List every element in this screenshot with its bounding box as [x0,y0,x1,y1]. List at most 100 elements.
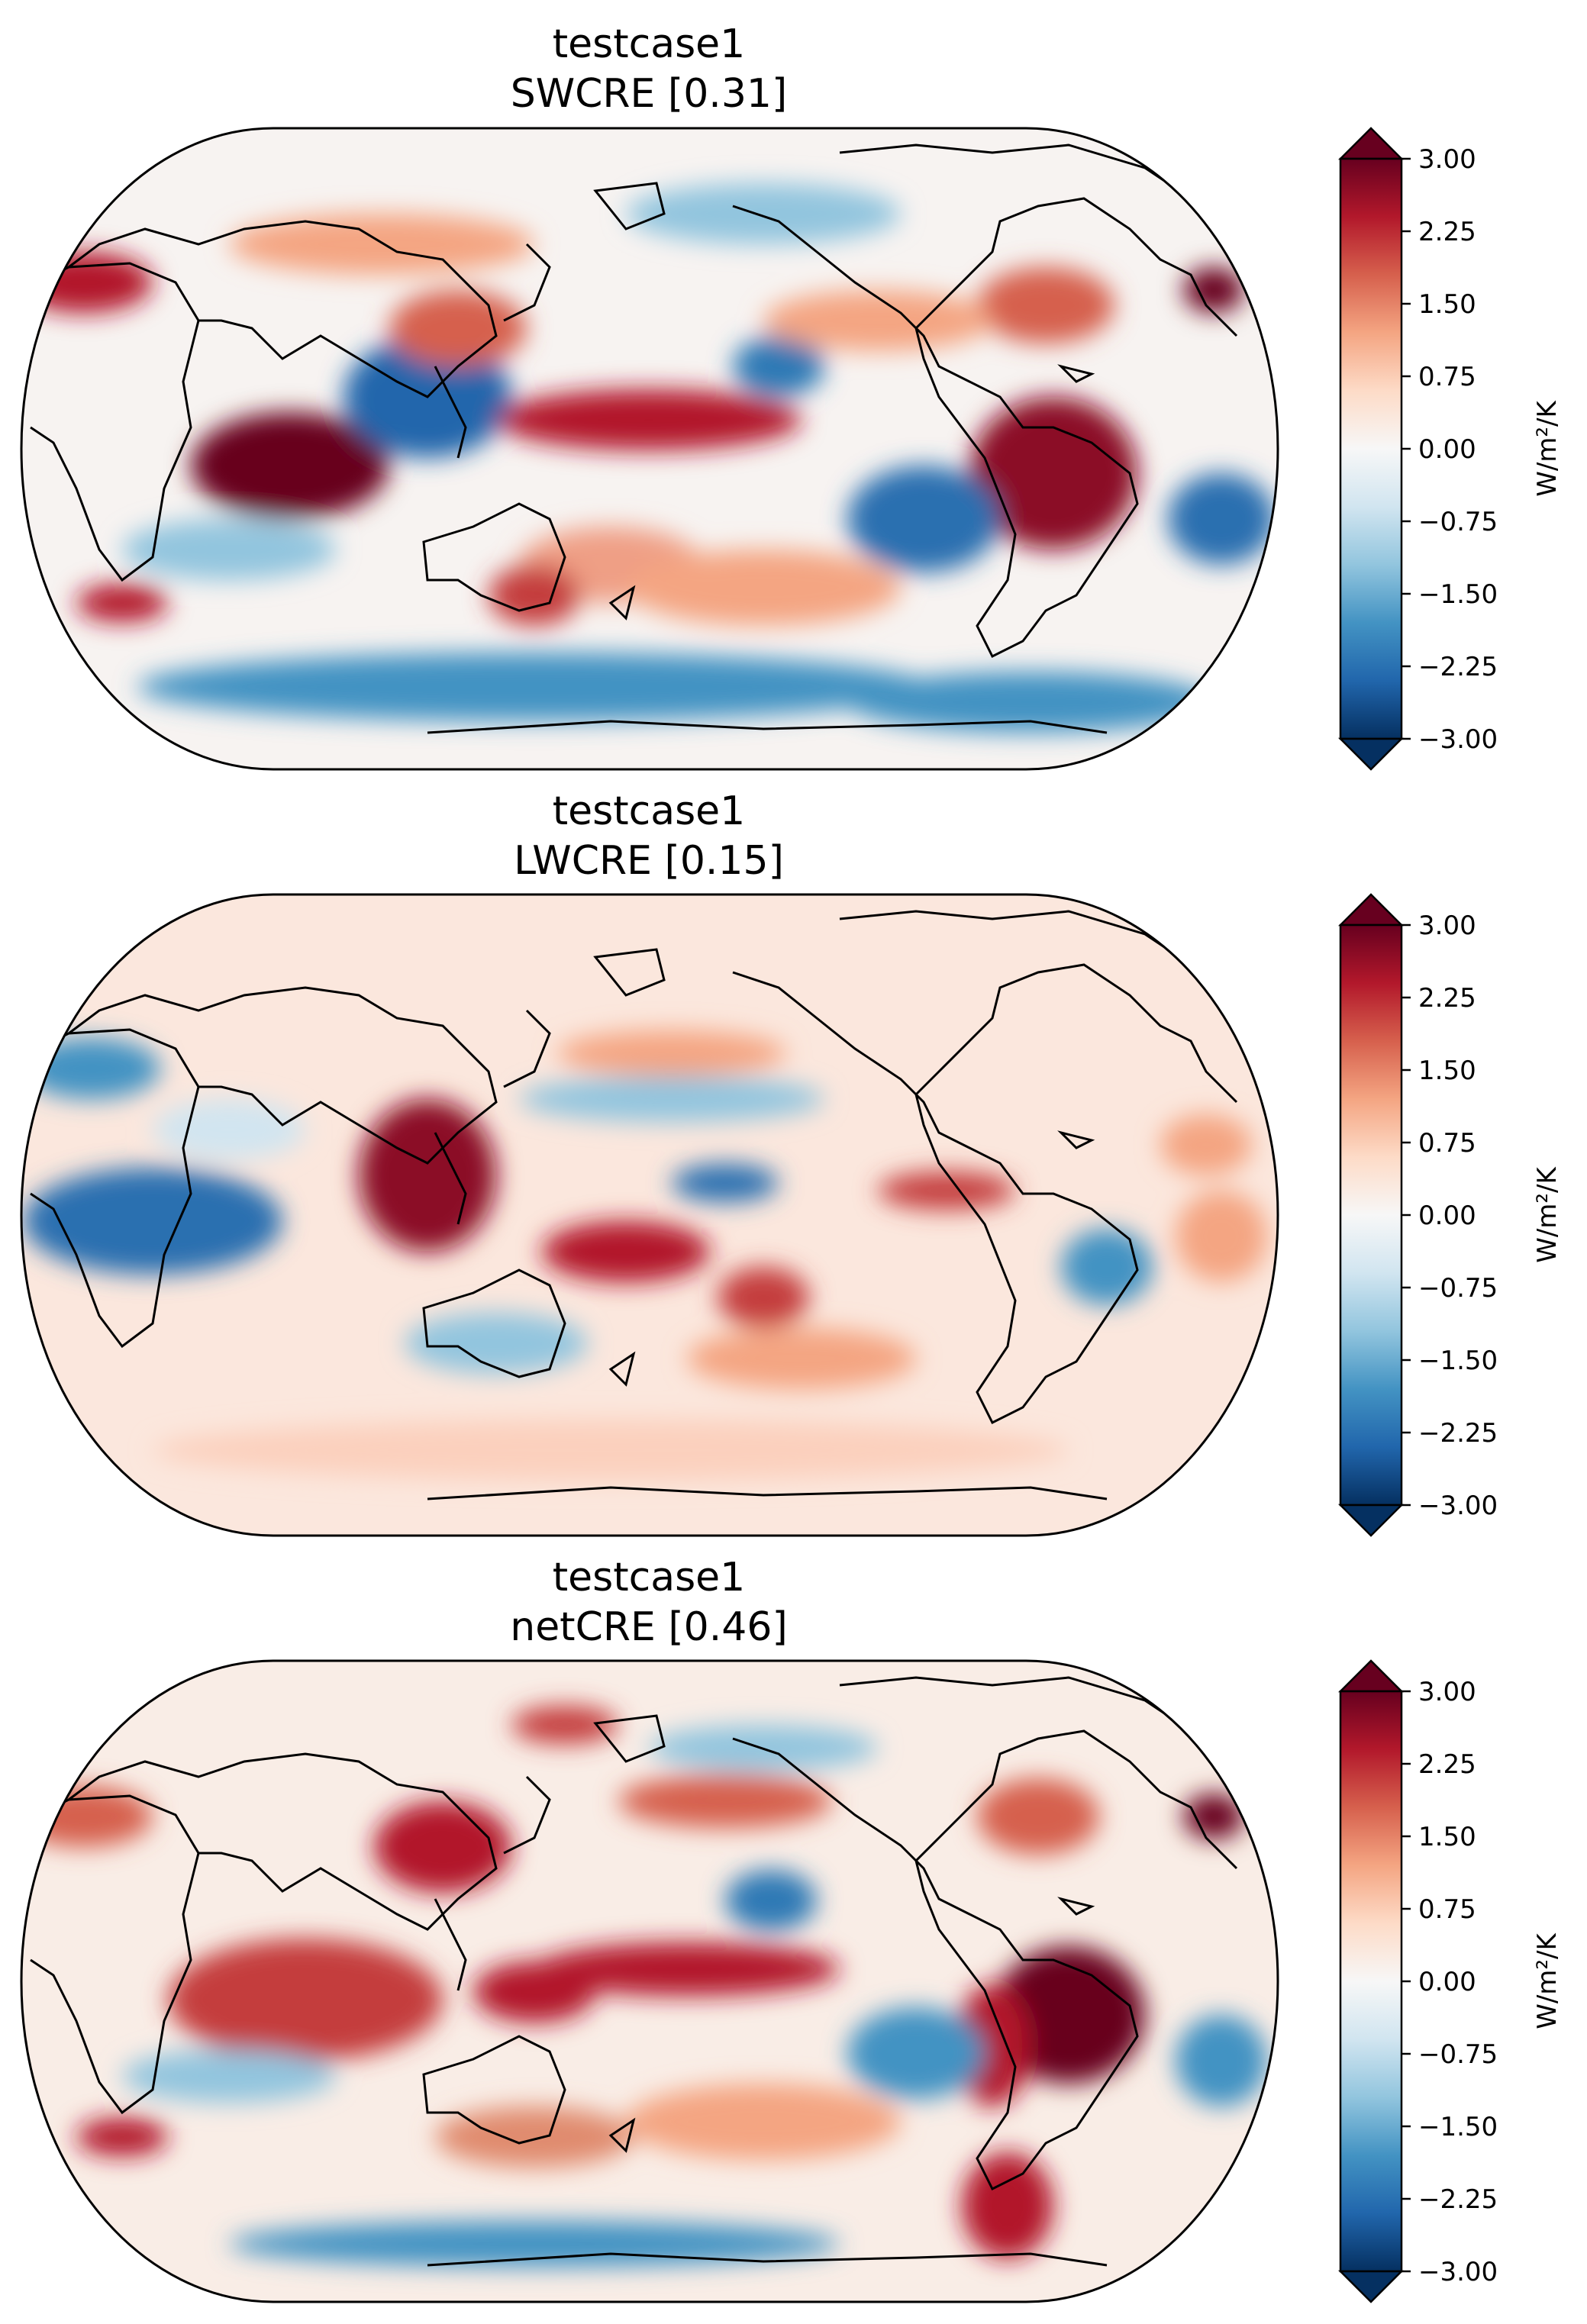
colorbar-tick-label: 1.50 [1418,289,1476,320]
panel-netcre: testcase1 netCRE [0.46] [20,1555,1563,2303]
anomaly-blob [1183,1794,1244,1839]
anomaly-blob [733,336,824,397]
colorbar-tick-label: 3.00 [1418,144,1476,175]
map-frame [20,893,1279,1537]
anomaly-blob [557,1030,786,1076]
colorbar-extend-bottom [1337,1504,1405,1537]
anomaly-blob [489,565,580,626]
colorbar-tick-label: −1.50 [1418,579,1498,610]
map-area [21,128,1278,769]
anomaly-blob [137,653,931,721]
anomaly-blob [878,1172,1015,1210]
coastlines [22,1676,1238,2267]
colorbar-tick-label: −1.50 [1418,1346,1498,1376]
colorbar: 3.00 2.25 1.50 0.75 0.00 −0.75 −1.50 −2.… [1337,893,1563,1537]
colorbar-tick-label: 2.25 [1418,217,1476,247]
colorbar-tick-label: −2.25 [1418,652,1498,682]
map-area [21,894,1278,1536]
anomaly-blob [359,1099,496,1252]
panel-swcre: testcase1 SWCRE [0.31] [20,21,1563,771]
colorbar-tick-label: −3.00 [1418,1491,1498,1521]
anomaly-blob [435,2106,634,2168]
panel-title-line1: testcase1 [553,21,745,67]
anomaly-blob [23,1168,282,1275]
anomaly-blob [1176,2015,1267,2106]
anomaly-blob [23,1038,160,1099]
anomaly-blob [626,2084,901,2160]
anomaly-blob [672,1164,779,1202]
colorbar-tick-label: 0.75 [1418,1128,1476,1159]
colorbar-extend-bottom [1337,2270,1405,2303]
colorbar-tick-label: 1.50 [1418,1056,1476,1086]
anomaly-blob [405,1313,588,1374]
anomaly-blob [153,1420,1069,1481]
colorbar-tick-label: −1.50 [1418,2112,1498,2142]
anomaly-blob [1160,1114,1252,1175]
colorbar-tick-label: −0.75 [1418,1273,1498,1304]
colorbar-tick-labels: 3.00 2.25 1.50 0.75 0.00 −0.75 −1.50 −2.… [1402,144,1498,755]
panel-title-line1: testcase1 [553,1555,745,1600]
anomaly-blob [76,2118,168,2156]
anomaly-blob [687,1328,916,1389]
colorbar-body [1339,157,1403,740]
colorbar-tick-label: −2.25 [1418,2184,1498,2215]
colorbar-tick-label: −3.00 [1418,2257,1498,2287]
panel-title-line2: LWCRE [0.15] [514,838,784,884]
anomaly-blob [496,389,802,450]
anomaly-blob [977,1778,1099,1855]
colorbar-extend-top [1337,893,1405,927]
anomaly-blob [626,183,901,244]
anomaly-blob [21,1786,153,1847]
anomaly-blob [122,2049,336,2103]
anomaly-blob [534,1942,840,1996]
anomaly-blob [511,1706,618,1744]
anomaly-blob [168,1939,443,2061]
anomaly-blob [977,267,1114,343]
anomaly-blob [389,290,527,366]
anomaly-blob [229,2221,840,2267]
colorbar-tick-label: 0.75 [1418,1894,1476,1925]
colorbar-tick-label: 0.00 [1418,434,1476,465]
anomaly-blob [1168,473,1275,565]
colorbar-label: W/m²/K [1532,400,1563,497]
panel-title-line1: testcase1 [553,788,745,834]
map-frame [20,1659,1279,2303]
anomaly-blob [725,1870,817,1931]
anomaly-blob [992,1946,1145,2084]
anomaly-blob [1183,267,1244,313]
anomaly-blob [962,2152,1053,2259]
anomaly-blob [618,1774,832,1828]
anomaly-blob [519,1076,824,1122]
anomaly-blob [969,397,1137,550]
anomaly-blob [718,1267,809,1328]
colorbar-extend-bottom [1337,737,1405,771]
map-frame [20,127,1279,771]
colorbar-tick-label: 1.50 [1418,1822,1476,1852]
anomaly-blob [374,1801,511,1893]
colorbar-body [1339,1690,1403,2273]
colorbar-tick-label: 2.25 [1418,1749,1476,1780]
colorbar-tick-label: 3.00 [1418,1677,1476,1707]
coastlines [22,910,1238,1500]
anomaly-blob [1061,1229,1153,1305]
colorbar: 3.00 2.25 1.50 0.75 0.00 −0.75 −1.50 −2.… [1337,127,1563,771]
colorbar-tick-label: −0.75 [1418,507,1498,537]
colorbar-tick-labels: 3.00 2.25 1.50 0.75 0.00 −0.75 −1.50 −2.… [1402,911,1498,1521]
anomaly-blob [847,2007,985,2099]
anomaly-blob [229,214,534,275]
colorbar-tick-label: −3.00 [1418,724,1498,755]
colorbar-body [1339,923,1403,1507]
panel-title-line2: SWCRE [0.31] [511,71,788,117]
colorbar-tick-label: 0.00 [1418,1967,1476,1997]
anomaly-blob [763,290,992,351]
panel-lwcre: testcase1 LWCRE [0.15] [20,788,1563,1537]
colorbar-extend-top [1337,127,1405,160]
colorbar-tick-label: −0.75 [1418,2039,1498,2070]
colorbar-tick-label: 3.00 [1418,911,1476,941]
anomaly-blob [847,672,1214,733]
anomaly-blob [153,1099,305,1160]
colorbar-tick-label: −2.25 [1418,1418,1498,1449]
colorbar-label: W/m²/K [1532,1932,1563,2029]
colorbar-extend-top [1337,1659,1405,1693]
